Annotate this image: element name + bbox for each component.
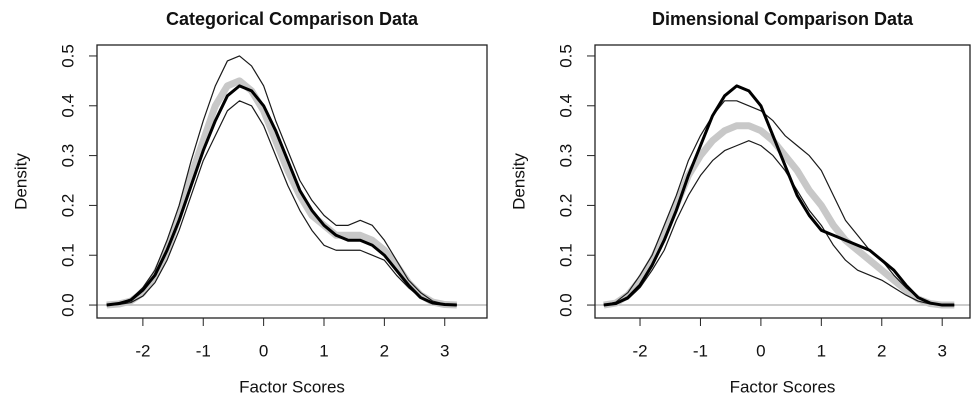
x-tick-label: 1	[319, 341, 328, 360]
plot-frame	[594, 44, 971, 319]
density-line	[603, 140, 955, 306]
x-axis-label: Factor Scores	[730, 377, 836, 396]
y-tick-label: 0.2	[58, 194, 77, 218]
density-line	[106, 55, 457, 306]
y-tick-label: 0.2	[556, 194, 575, 218]
y-tick-label: 0.5	[58, 44, 77, 68]
y-tick-label: 0.1	[556, 243, 575, 267]
density-line	[106, 84, 457, 307]
x-tick-label: -2	[632, 341, 647, 360]
x-tick-label: 2	[877, 341, 886, 360]
y-tick-label: 0.3	[58, 144, 77, 168]
y-axis-label: Density	[509, 153, 528, 210]
chart-title: Categorical Comparison Data	[166, 9, 419, 29]
chart-title: Dimensional Comparison Data	[652, 9, 914, 29]
y-tick-label: 0.1	[58, 243, 77, 267]
y-tick-label: 0.5	[556, 44, 575, 68]
density-line	[106, 100, 457, 306]
x-tick-label: 3	[937, 341, 946, 360]
x-tick-label: 0	[259, 341, 268, 360]
y-tick-label: 0.0	[556, 293, 575, 317]
density-line	[603, 84, 955, 307]
y-tick-label: 0.4	[58, 94, 77, 118]
x-tick-label: 0	[756, 341, 765, 360]
x-axis-label: Factor Scores	[239, 377, 345, 396]
y-tick-label: 0.0	[58, 293, 77, 317]
y-tick-label: 0.3	[556, 144, 575, 168]
density-line	[106, 77, 457, 309]
x-tick-label: 3	[440, 341, 449, 360]
plot-frame	[96, 44, 488, 319]
x-tick-label: 2	[380, 341, 389, 360]
x-tick-label: -2	[135, 341, 150, 360]
density-line	[603, 100, 955, 306]
x-tick-label: -1	[196, 341, 211, 360]
x-tick-label: -1	[693, 341, 708, 360]
y-axis-label: Density	[11, 153, 30, 210]
y-tick-label: 0.4	[556, 94, 575, 118]
x-tick-label: 1	[817, 341, 826, 360]
